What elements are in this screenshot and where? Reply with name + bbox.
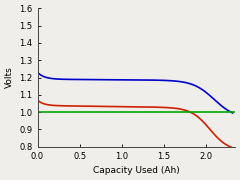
X-axis label: Capacity Used (Ah): Capacity Used (Ah) xyxy=(93,166,180,175)
Y-axis label: Volts: Volts xyxy=(5,67,14,88)
